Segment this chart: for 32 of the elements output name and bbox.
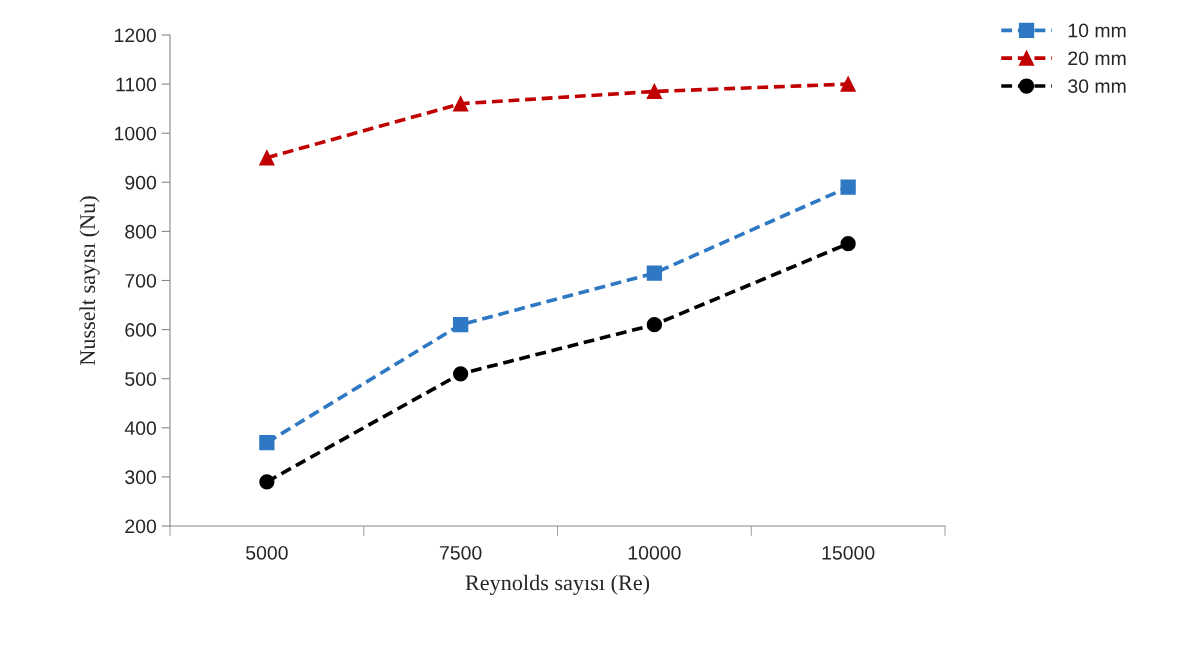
point	[452, 317, 469, 333]
x-tick-label: 15000	[822, 545, 875, 560]
y-tick-label: 1000	[115, 126, 157, 141]
point	[840, 179, 856, 195]
x-axis-title: Reynolds sayısı (Re)	[465, 574, 650, 595]
y-axis-title: Nusselt sayısı (Nu)	[79, 196, 100, 366]
point	[259, 474, 275, 490]
y-tick-label: 700	[125, 273, 157, 288]
y-tick-label: 900	[125, 175, 157, 190]
x-tick-label: 5000	[246, 545, 288, 560]
point	[840, 76, 856, 92]
legend-label: 30 mm	[1068, 79, 1126, 94]
point	[646, 317, 663, 333]
x-tick-label: 7500	[440, 545, 482, 560]
y-tick-label: 1100	[116, 77, 157, 92]
y-tick-label: 400	[124, 421, 157, 436]
x-tick-label: 10000	[628, 545, 681, 560]
y-tick-label: 800	[125, 224, 157, 239]
point	[259, 150, 275, 166]
legend-label: 20 mm	[1068, 51, 1126, 66]
point	[452, 96, 469, 112]
y-tick-label: 600	[125, 323, 157, 337]
point	[840, 236, 856, 252]
y-tick-label: 300	[125, 470, 157, 485]
y-tick-label: 500	[125, 372, 157, 386]
point	[646, 265, 663, 281]
point	[646, 83, 663, 100]
legend-label: 10 mm	[1068, 23, 1126, 38]
point	[452, 366, 469, 382]
y-tick-label: 1200	[115, 28, 157, 43]
y-tick-label: 200	[125, 519, 157, 534]
point	[259, 434, 275, 451]
